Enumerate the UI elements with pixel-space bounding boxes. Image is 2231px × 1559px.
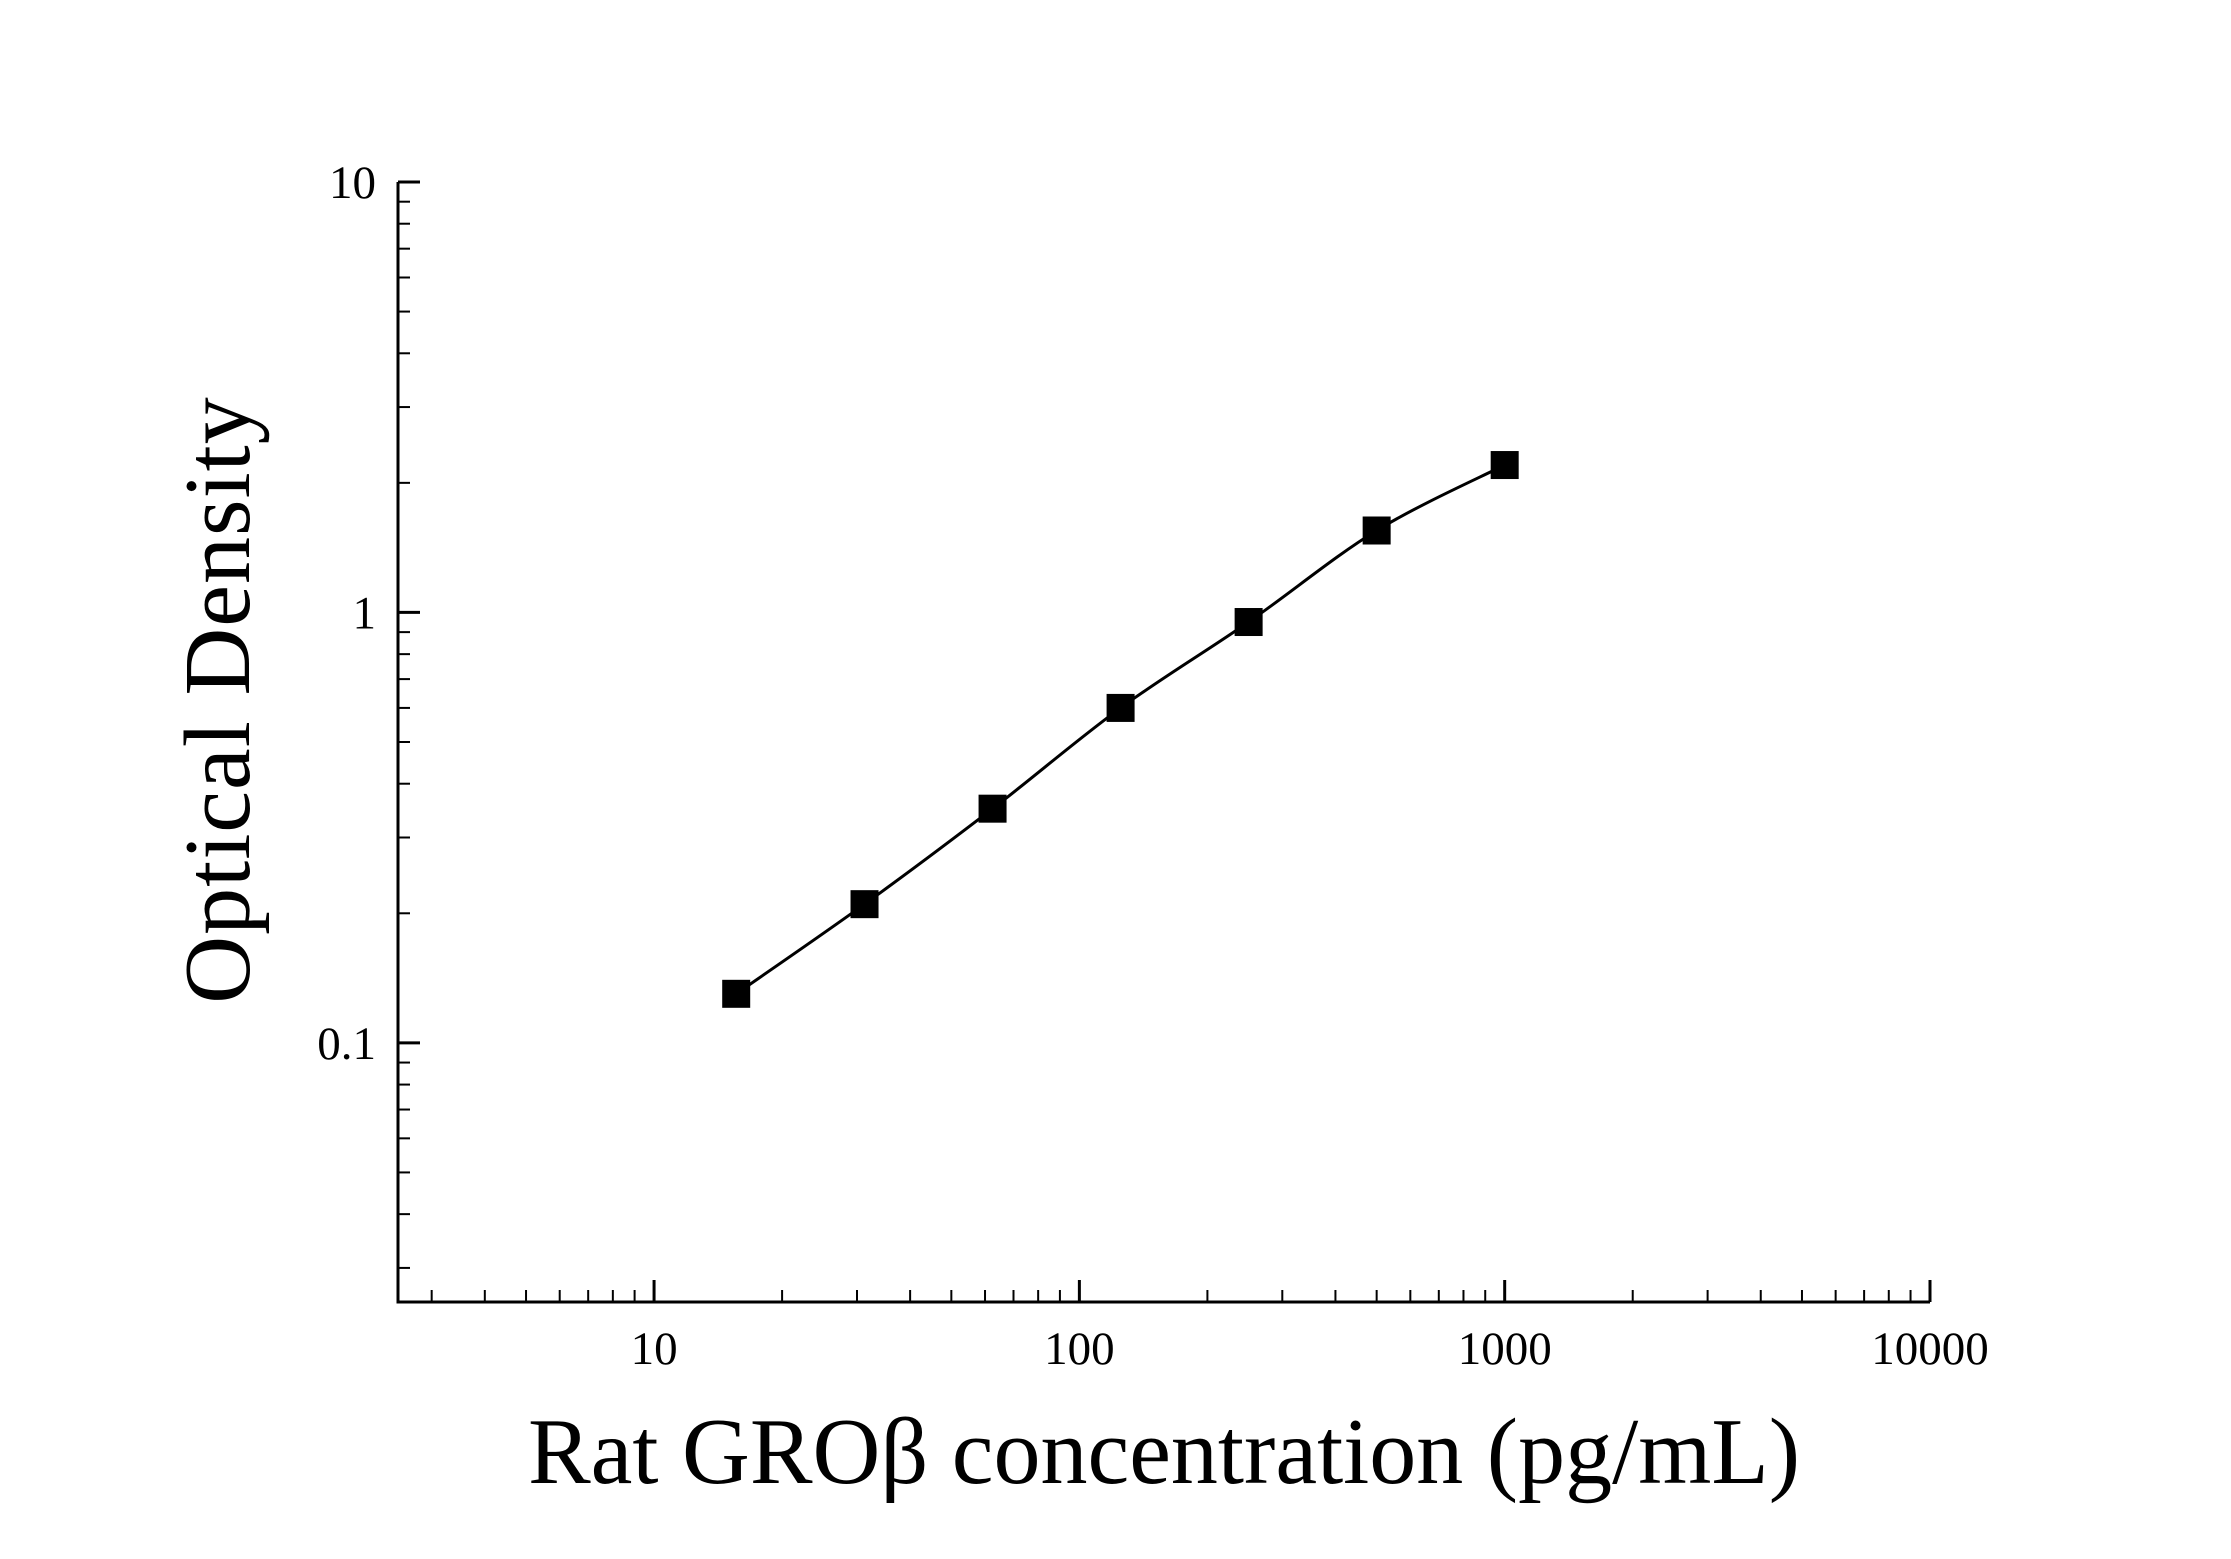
x-tick-label: 10 — [631, 1323, 678, 1375]
y-tick-label: 0.1 — [317, 1018, 376, 1070]
data-point-marker — [978, 794, 1007, 823]
data-point-marker — [722, 979, 751, 1008]
x-tick-label: 1000 — [1458, 1323, 1552, 1375]
y-tick-label: 1 — [353, 587, 377, 639]
x-axis-label: Rat GROβ concentration (pg/mL) — [527, 1400, 1801, 1504]
x-tick-label: 100 — [1044, 1323, 1115, 1375]
data-point-marker — [1106, 693, 1135, 722]
y-tick-label: 10 — [329, 157, 376, 209]
data-point-marker — [850, 890, 879, 919]
data-point-marker — [1490, 451, 1519, 480]
x-tick-label: 10000 — [1871, 1323, 1989, 1375]
data-point-marker — [1362, 516, 1391, 545]
data-point-marker — [1234, 608, 1263, 637]
y-axis-label: Optical Density — [166, 396, 270, 1004]
